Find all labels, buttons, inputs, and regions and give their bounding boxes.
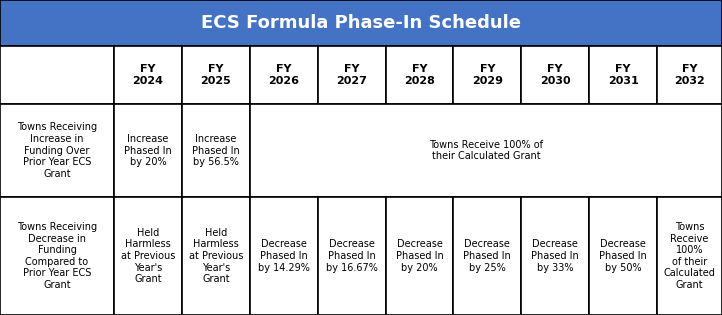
Bar	[521, 197, 589, 315]
Bar	[318, 46, 386, 104]
Text: FY
2030: FY 2030	[540, 64, 570, 86]
Text: FY
2032: FY 2032	[674, 64, 705, 86]
Text: Towns Receiving
Decrease in
Funding
Compared to
Prior Year ECS
Grant: Towns Receiving Decrease in Funding Comp…	[17, 222, 97, 290]
Bar	[386, 197, 453, 315]
Bar	[657, 197, 722, 315]
Bar	[182, 104, 250, 197]
Text: Increase
Phased In
by 20%: Increase Phased In by 20%	[124, 134, 172, 167]
Text: FY
2028: FY 2028	[404, 64, 435, 86]
Bar	[0, 46, 114, 104]
Text: Decrease
Phased In
by 25%: Decrease Phased In by 25%	[464, 239, 511, 272]
Text: FY
2026: FY 2026	[269, 64, 299, 86]
Text: FY
2027: FY 2027	[336, 64, 367, 86]
Bar	[318, 197, 386, 315]
Text: Decrease
Phased In
by 14.29%: Decrease Phased In by 14.29%	[258, 239, 310, 272]
Bar	[114, 197, 182, 315]
Text: Decrease
Phased In
by 33%: Decrease Phased In by 33%	[531, 239, 579, 272]
Bar	[453, 46, 521, 104]
Bar	[0, 197, 114, 315]
Bar	[250, 46, 318, 104]
Bar	[114, 46, 182, 104]
Text: Decrease
Phased In
by 50%: Decrease Phased In by 50%	[599, 239, 647, 272]
Bar	[0, 104, 114, 197]
Text: Towns Receive 100% of
their Calculated Grant: Towns Receive 100% of their Calculated G…	[429, 140, 543, 161]
Bar	[114, 104, 182, 197]
Text: Towns Receiving
Increase in
Funding Over
Prior Year ECS
Grant: Towns Receiving Increase in Funding Over…	[17, 122, 97, 179]
Text: FY
2029: FY 2029	[472, 64, 503, 86]
Text: Increase
Phased In
by 56.5%: Increase Phased In by 56.5%	[192, 134, 240, 167]
Text: FY
2025: FY 2025	[201, 64, 231, 86]
Bar	[521, 46, 589, 104]
Text: Decrease
Phased In
by 20%: Decrease Phased In by 20%	[396, 239, 443, 272]
Bar	[0, 0, 722, 46]
Bar	[589, 46, 657, 104]
Bar	[182, 197, 250, 315]
Bar	[250, 104, 722, 197]
Bar	[453, 197, 521, 315]
Text: Held
Harmless
at Previous
Year's
Grant: Held Harmless at Previous Year's Grant	[121, 228, 175, 284]
Bar	[386, 46, 453, 104]
Text: Held
Harmless
at Previous
Year's
Grant: Held Harmless at Previous Year's Grant	[188, 228, 243, 284]
Text: FY
2031: FY 2031	[608, 64, 638, 86]
Bar	[657, 46, 722, 104]
Text: FY
2024: FY 2024	[133, 64, 163, 86]
Bar	[182, 46, 250, 104]
Text: Decrease
Phased In
by 16.67%: Decrease Phased In by 16.67%	[326, 239, 378, 272]
Text: ECS Formula Phase-In Schedule: ECS Formula Phase-In Schedule	[201, 14, 521, 32]
Bar	[589, 197, 657, 315]
Text: Towns
Receive
100%
of their
Calculated
Grant: Towns Receive 100% of their Calculated G…	[664, 222, 716, 290]
Bar	[250, 197, 318, 315]
